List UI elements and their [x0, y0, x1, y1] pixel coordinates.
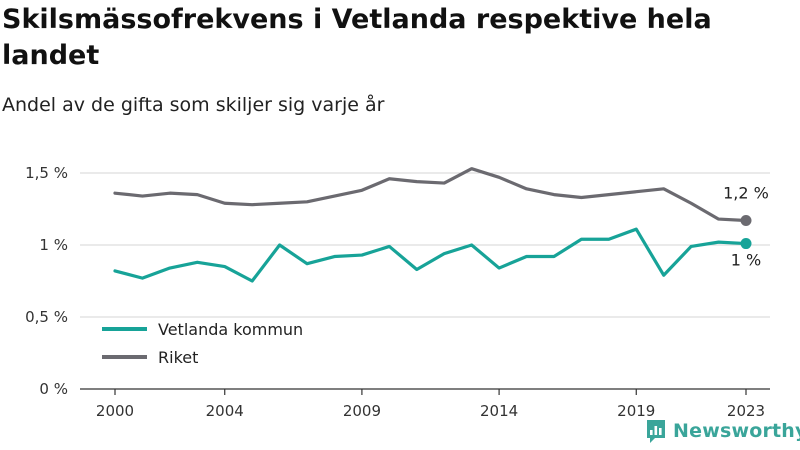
y-tick-label: 1 % [39, 236, 68, 254]
newsworthy-logo-icon [647, 420, 665, 443]
legend-label-riket: Riket [158, 348, 198, 367]
y-axis: 0 % 0,5 % 1 % 1,5 % [25, 164, 68, 398]
newsworthy-logo: Newsworthy [645, 418, 800, 444]
x-axis: 2000 2004 2009 2014 2019 2023 [96, 389, 765, 420]
y-tick-label: 0,5 % [25, 308, 68, 326]
series-end-markers: 1 % 1,2 % [723, 184, 769, 270]
series-lines [113, 167, 748, 283]
x-tick-label: 2019 [617, 402, 655, 420]
chart-subtitle: Andel av de gifta som skiljer sig varje … [2, 94, 385, 116]
end-point-riket [740, 215, 752, 227]
end-label-vetlanda-kommun: 1 % [731, 251, 761, 270]
x-tick-label: 2004 [206, 402, 244, 420]
x-tick-label: 2000 [96, 402, 134, 420]
chart-title: Skilsmässofrekvens i Vetlanda respektive… [2, 4, 712, 71]
end-label-riket: 1,2 % [723, 184, 769, 203]
series-line-riket [113, 167, 748, 223]
legend: Vetlanda kommun Riket [102, 320, 303, 367]
x-tick-label: 2009 [343, 402, 381, 420]
y-tick-label: 0 % [39, 380, 68, 398]
x-tick-label: 2014 [480, 402, 518, 420]
end-point-vetlanda-kommun [740, 238, 752, 250]
y-tick-label: 1,5 % [25, 164, 68, 182]
gridlines [80, 172, 770, 390]
legend-label-vetlanda-kommun: Vetlanda kommun [158, 320, 303, 339]
x-tick-label: 2023 [727, 402, 765, 420]
newsworthy-logo-text: Newsworthy [673, 420, 800, 442]
series-line-vetlanda-kommun [113, 227, 748, 283]
